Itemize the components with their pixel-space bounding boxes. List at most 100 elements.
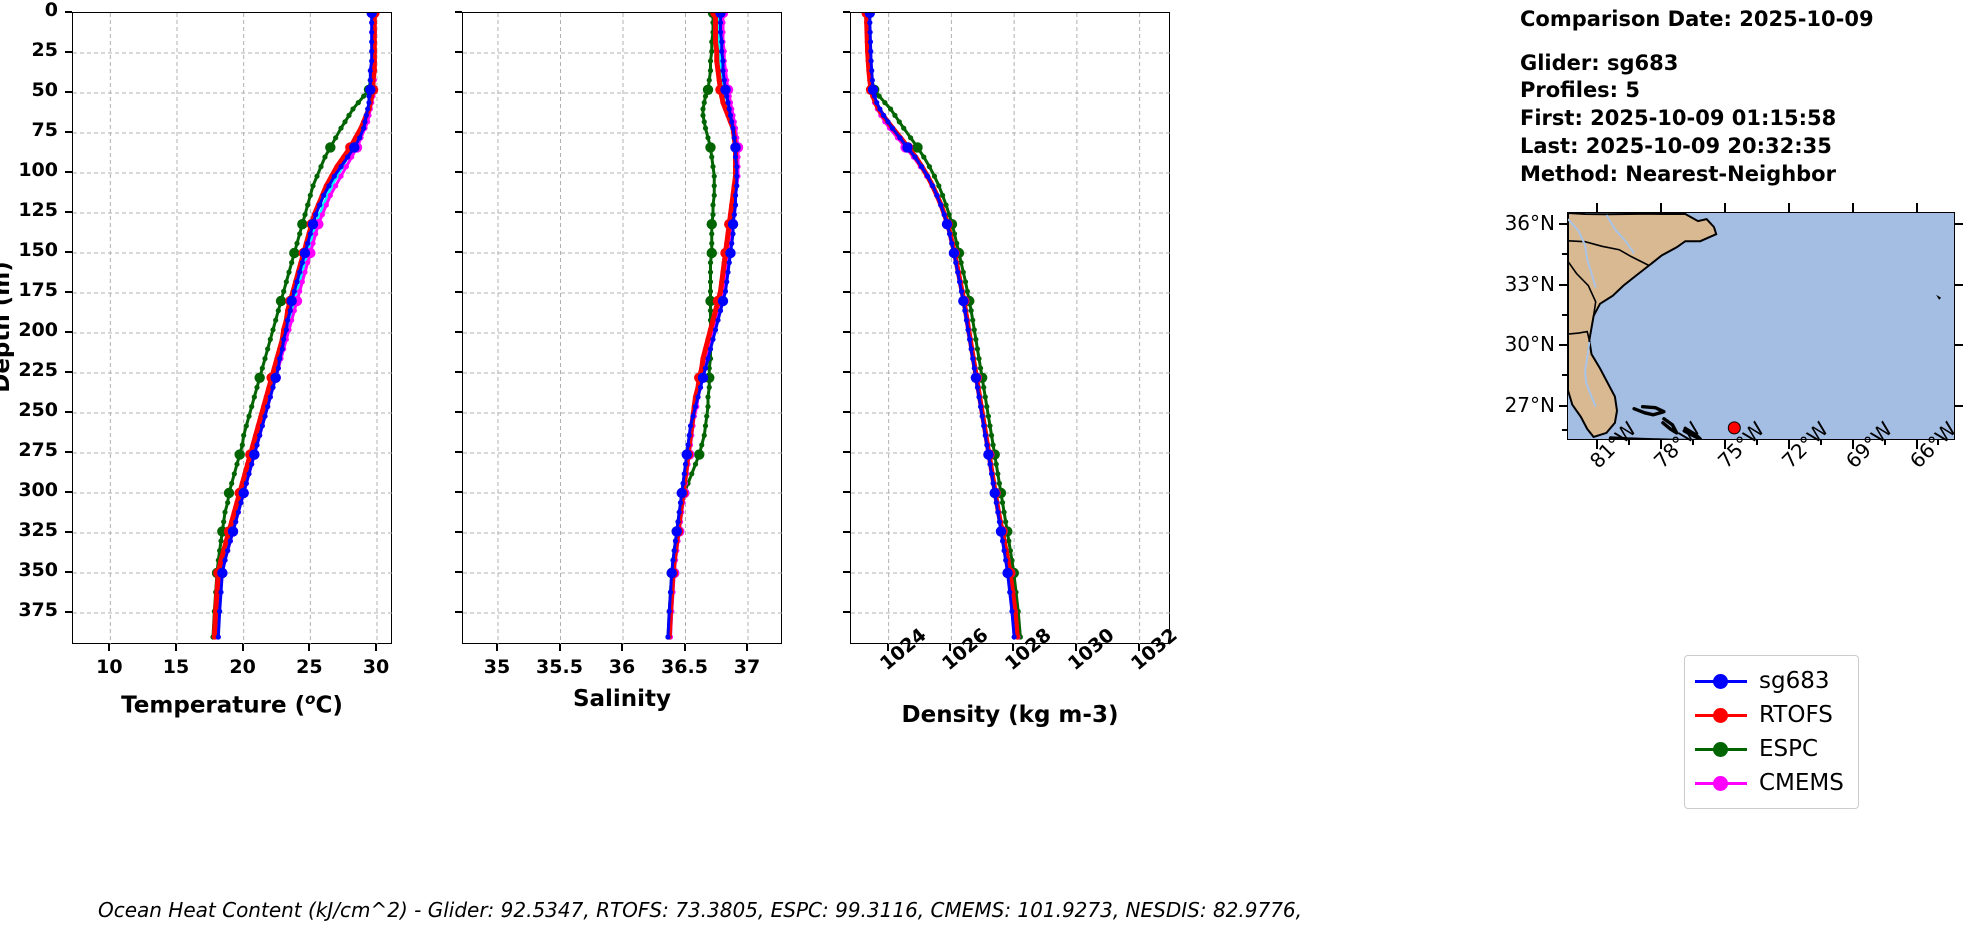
- map-lat-label: 30°N: [1504, 332, 1555, 357]
- density-profile-ytick: [843, 371, 850, 373]
- density-profile-ytick: [843, 211, 850, 213]
- density-profile-ytick: [843, 531, 850, 533]
- temperature-profile-ytick: [65, 91, 72, 93]
- density-profile-xtick: [1012, 644, 1015, 651]
- legend-swatch-rtofs: [1695, 705, 1747, 725]
- map-axes: [1567, 212, 1955, 440]
- salinity-profile-ytick: [455, 51, 462, 53]
- state-border: [1568, 240, 1650, 267]
- temperature-profile-xaxis-title: Temperature (oC): [121, 690, 343, 719]
- map-lat-tick: [1559, 404, 1567, 407]
- temperature-profile-ytick: [65, 251, 72, 253]
- map-lon-top-tick: [1915, 203, 1918, 212]
- temperature-profile-ytick: [65, 51, 72, 53]
- map-lat-tick: [1559, 283, 1567, 286]
- depth-tick-label: 325: [18, 519, 58, 541]
- density-profile-ytick: [843, 451, 850, 453]
- density-profile-ytick: [843, 571, 850, 573]
- temperature-profile-series-sg683: [215, 13, 377, 640]
- density-profile-series-cmems: [862, 13, 1021, 640]
- map-lon-tick: [1915, 440, 1918, 449]
- density-profile-xtick: [1074, 644, 1077, 651]
- salinity-profile-ytick: [455, 571, 462, 573]
- salinity-profile-ytick: [455, 491, 462, 493]
- salinity-profile-xtick: [496, 644, 498, 651]
- legend-marker-dot: [1713, 742, 1728, 757]
- temperature-profile-ytick: [65, 571, 72, 573]
- salinity-profile-ytick: [455, 331, 462, 333]
- salinity-profile-xtick-label: 36.5: [661, 656, 708, 678]
- density-profile-gridlines: [851, 13, 1171, 645]
- temperature-profile-canvas: [73, 13, 393, 645]
- salinity-profile-axes: [462, 12, 783, 645]
- density-profile-ytick: [843, 131, 850, 133]
- depth-tick-label: 275: [18, 439, 58, 461]
- island-outline: [1682, 427, 1702, 439]
- depth-tick-label: 0: [44, 0, 58, 21]
- density-profile-ytick: [843, 91, 850, 93]
- spacer: [1520, 34, 1874, 50]
- first-line: First: 2025-10-09 01:15:58: [1520, 106, 1837, 131]
- method-line: Method: Nearest-Neighbor: [1520, 161, 1836, 186]
- glider-line: Glider: sg683: [1520, 50, 1679, 75]
- density-profile-ytick: [843, 171, 850, 173]
- depth-tick-label: 225: [18, 359, 58, 381]
- salinity-profile-canvas: [463, 13, 783, 645]
- salinity-profile-xtick: [621, 644, 623, 651]
- temperature-profile-xtick-label: 30: [362, 656, 390, 678]
- salinity-profile-ytick: [455, 11, 462, 13]
- legend-label: sg683: [1759, 668, 1830, 694]
- legend-item-espc[interactable]: ESPC: [1695, 732, 1844, 766]
- temperature-profile-xtick: [108, 644, 111, 651]
- legend-label: ESPC: [1759, 736, 1819, 762]
- depth-tick-label: 300: [18, 479, 58, 501]
- legend-marker-dot: [1713, 674, 1728, 689]
- map-lat-label: 33°N: [1504, 271, 1555, 296]
- temperature-profile-xtick-label: 10: [96, 656, 123, 678]
- island-outline: [1632, 404, 1666, 417]
- temperature-profile-ytick: [65, 611, 72, 613]
- density-profile-ytick: [843, 331, 850, 333]
- map-lon-top-tick: [1851, 203, 1854, 212]
- map-lat-minor-tick: [1562, 313, 1567, 316]
- map-lon-tick: [1659, 440, 1662, 449]
- salinity-profile-ytick: [455, 291, 462, 293]
- map-lon-top-tick: [1723, 203, 1726, 212]
- glider-position: [1727, 421, 1741, 435]
- island-outline: [1661, 417, 1679, 435]
- salinity-profile-ytick: [455, 211, 462, 213]
- temperature-profile-xtick-label: 20: [229, 656, 256, 678]
- depth-tick-label: 125: [18, 199, 58, 221]
- temperature-profile-ytick: [65, 291, 72, 293]
- temperature-profile-ytick: [65, 371, 72, 373]
- depth-tick-label: 150: [18, 239, 58, 261]
- state-border: [1568, 330, 1591, 341]
- salinity-profile-series-sg683: [665, 13, 741, 640]
- salinity-profile-ytick: [455, 371, 462, 373]
- comparison-date-line: Comparison Date: 2025-10-09: [1520, 7, 1874, 31]
- temperature-profile-xtick: [375, 644, 377, 651]
- legend-item-cmems[interactable]: CMEMS: [1695, 766, 1844, 800]
- salinity-profile-ytick: [455, 411, 462, 413]
- legend-marker-dot: [1713, 776, 1728, 791]
- temperature-profile-ytick: [65, 211, 72, 213]
- legend-item-sg683[interactable]: sg683: [1695, 664, 1844, 698]
- temperature-profile-ytick: [65, 331, 72, 333]
- salinity-profile-xtick: [683, 644, 686, 651]
- legend-item-rtofs[interactable]: RTOFS: [1695, 698, 1844, 732]
- temperature-profile-ytick: [65, 491, 72, 493]
- map-lat-tick: [1559, 223, 1567, 226]
- map-lat-right-tick: [1955, 404, 1963, 407]
- depth-tick-label: 25: [31, 39, 58, 61]
- salinity-profile-xtick-label: 36: [608, 656, 636, 678]
- depth-tick-label: 50: [31, 79, 58, 101]
- metadata-text-block: Comparison Date: 2025-10-09 Glider: sg68…: [1520, 6, 1874, 188]
- map-lat-minor-tick: [1562, 253, 1567, 256]
- map-lat-right-tick: [1955, 344, 1963, 347]
- map-lon-minor-tick: [1819, 440, 1822, 445]
- temperature-profile-xtick-label: 15: [162, 656, 190, 678]
- density-profile-series-sg683: [864, 13, 1017, 640]
- map-lon-minor-tick: [1627, 440, 1630, 445]
- density-profile-ytick: [843, 11, 850, 13]
- temperature-profile-ytick: [65, 531, 72, 533]
